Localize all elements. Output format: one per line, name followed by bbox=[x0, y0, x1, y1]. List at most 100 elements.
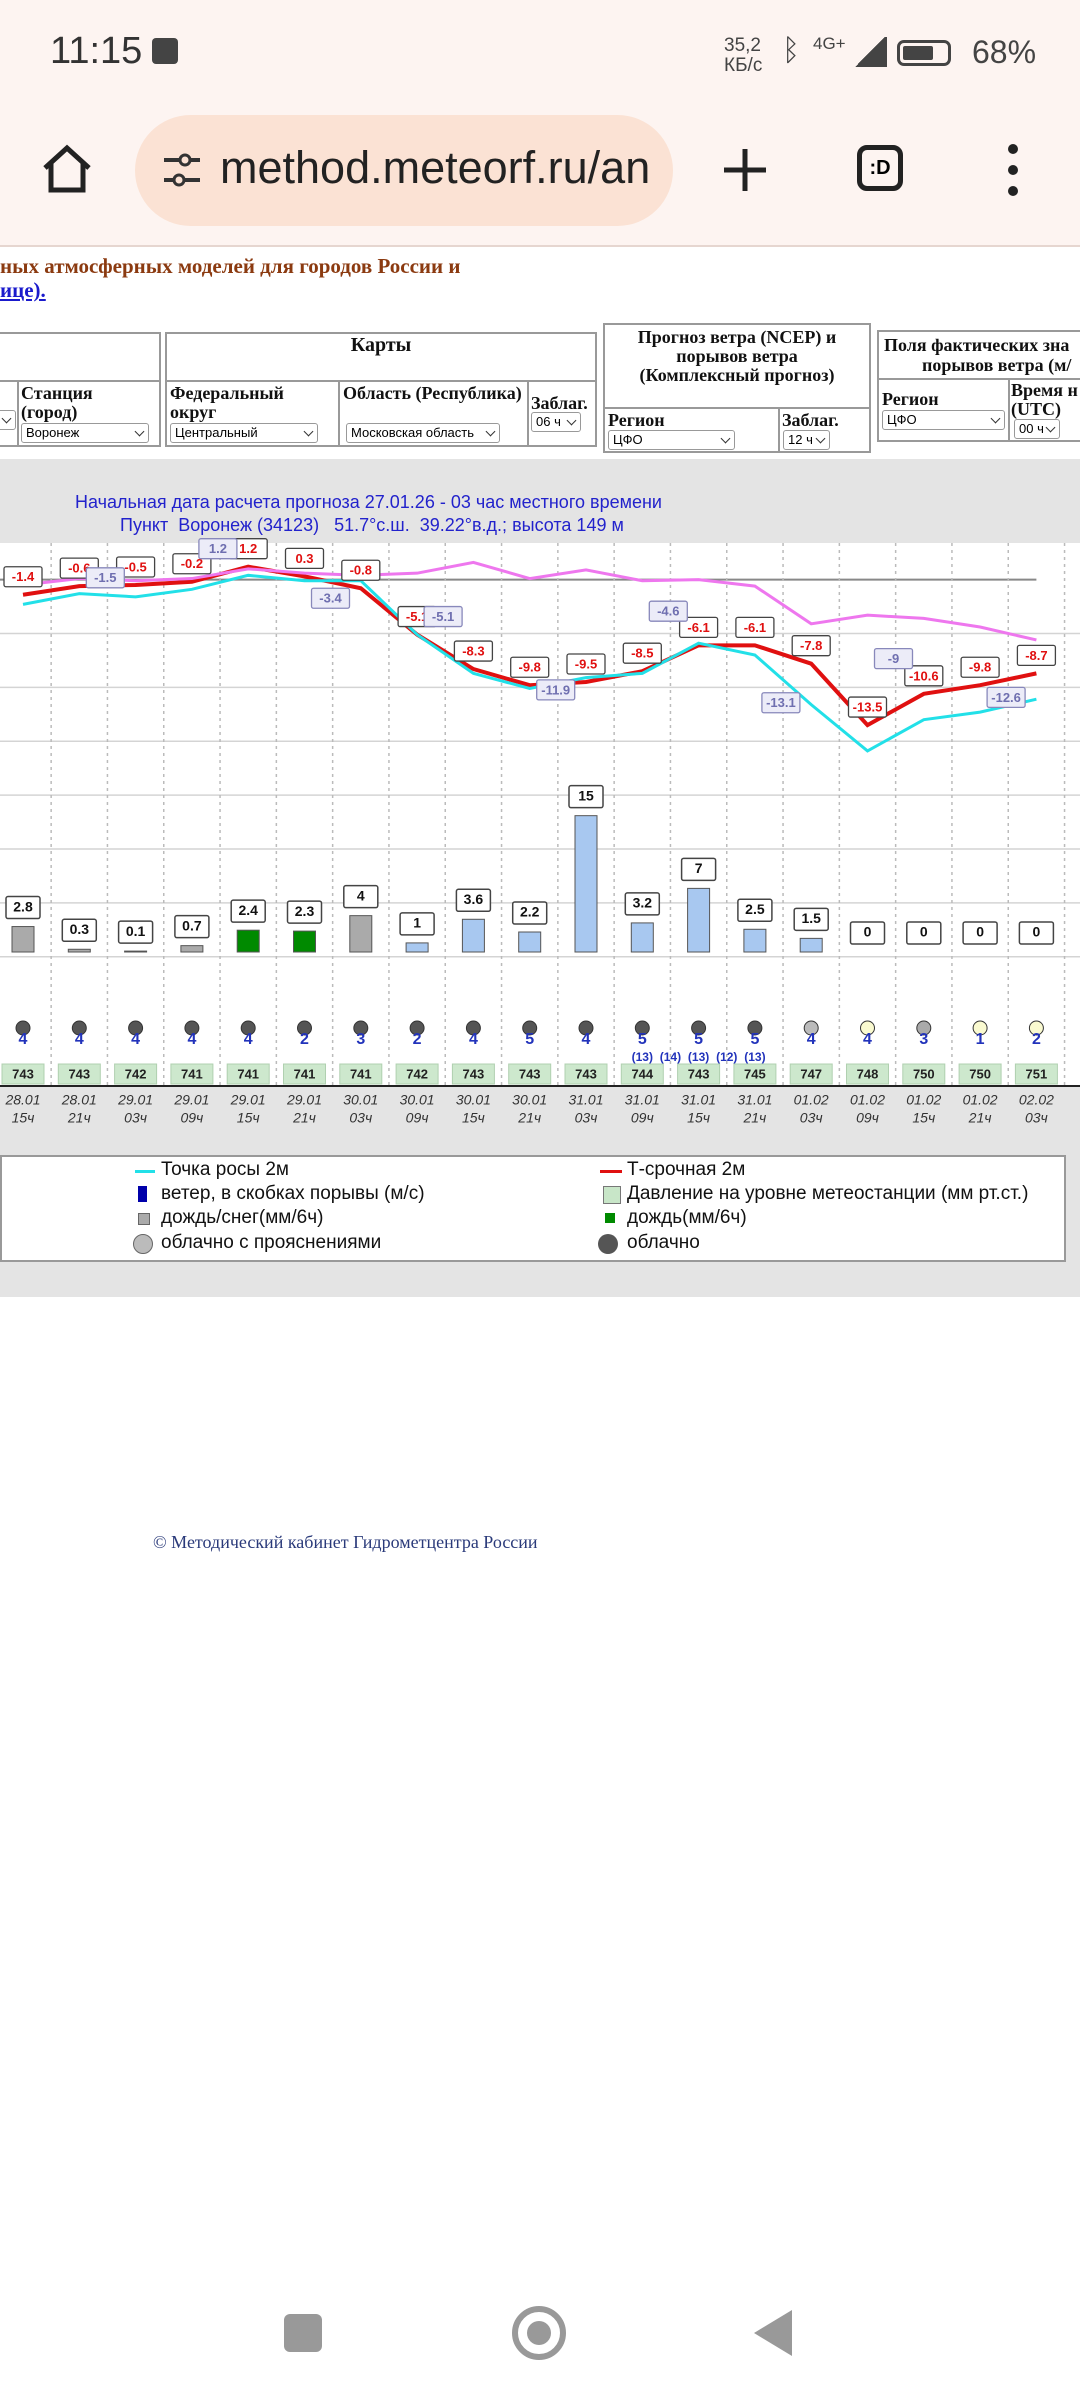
wind-speed: 2 bbox=[300, 1031, 309, 1048]
cloud-marker bbox=[409, 1020, 425, 1036]
menu-button[interactable] bbox=[1003, 143, 1023, 197]
gust-label: (13) bbox=[744, 1050, 765, 1064]
divider bbox=[0, 380, 161, 382]
home-button[interactable] bbox=[40, 142, 94, 196]
date-label: 29.01 bbox=[173, 1092, 209, 1108]
pressure-box bbox=[789, 1063, 833, 1085]
tabs-button[interactable]: :D bbox=[857, 145, 903, 191]
battery-icon bbox=[897, 40, 951, 66]
select[interactable]: Московская область bbox=[346, 423, 500, 443]
precip-label: 0.7 bbox=[182, 917, 202, 933]
label: Заблаг. bbox=[531, 393, 588, 413]
date-label: 02.02 bbox=[1019, 1092, 1054, 1108]
info-start: Начальная дата расчета прогноза 27.01.26… bbox=[75, 492, 662, 512]
pressure-box bbox=[283, 1063, 326, 1085]
value-label: -5.1 bbox=[432, 609, 454, 624]
header-link[interactable]: ице). bbox=[0, 278, 46, 302]
label: Регион bbox=[608, 410, 665, 430]
back-button[interactable] bbox=[754, 2310, 794, 2356]
value-label-box bbox=[510, 656, 550, 678]
wind-speed: 4 bbox=[469, 1031, 478, 1048]
fact-title: Поля фактических зна bbox=[884, 335, 1070, 355]
value-label: -8.7 bbox=[1025, 648, 1047, 663]
wind-speed: 4 bbox=[19, 1031, 28, 1048]
series-line bbox=[22, 560, 1037, 642]
footer: © Методический кабинет Гидрометцентра Ро… bbox=[153, 1532, 538, 1552]
value-label-box bbox=[85, 567, 125, 589]
cloud-marker bbox=[634, 1020, 650, 1036]
cloud-marker bbox=[15, 1020, 31, 1036]
precip-bar bbox=[11, 926, 35, 953]
divider bbox=[527, 380, 529, 447]
recents-button[interactable] bbox=[284, 2314, 322, 2352]
hour-label: 21ч bbox=[67, 1110, 91, 1126]
cloud-marker bbox=[522, 1020, 538, 1036]
pressure-box bbox=[958, 1063, 1002, 1085]
select[interactable]: 00 ч bbox=[1014, 419, 1060, 439]
divider bbox=[877, 378, 1080, 380]
wind-speed: 4 bbox=[75, 1031, 84, 1048]
date-label: 01.02 bbox=[850, 1092, 885, 1108]
bluetooth-icon: ᛒ bbox=[782, 34, 800, 67]
pressure-label: 747 bbox=[800, 1066, 822, 1081]
pressure-label: 742 bbox=[125, 1066, 147, 1081]
pressure-label: 750 bbox=[969, 1066, 991, 1081]
precip-label-box bbox=[455, 888, 492, 913]
hour-label: 03ч bbox=[124, 1110, 147, 1126]
select[interactable]: Воронеж bbox=[21, 423, 149, 443]
pressure-box bbox=[902, 1063, 946, 1085]
date-label: 29.01 bbox=[286, 1092, 322, 1108]
value-label-box bbox=[678, 616, 719, 639]
value-label: -7.8 bbox=[800, 638, 822, 653]
site-settings[interactable] bbox=[162, 152, 202, 188]
pressure-box bbox=[846, 1063, 889, 1085]
select[interactable]: Центральный bbox=[170, 423, 318, 443]
url-bar[interactable] bbox=[135, 115, 673, 226]
gust-label: (13) bbox=[632, 1050, 653, 1064]
cut-select[interactable] bbox=[0, 410, 16, 430]
value-label: 1.2 bbox=[209, 541, 227, 556]
precip-label-box bbox=[962, 921, 998, 945]
wind-speed: 3 bbox=[919, 1031, 928, 1048]
pressure-label: 750 bbox=[913, 1066, 935, 1081]
url[interactable]: method.meteorf.ru/an bbox=[220, 142, 651, 193]
new-tab[interactable] bbox=[720, 145, 770, 195]
legend-swatch bbox=[138, 1213, 150, 1225]
select[interactable]: ЦФО bbox=[608, 430, 735, 450]
value-label-box bbox=[960, 656, 1000, 678]
pressure-box bbox=[620, 1063, 664, 1085]
pressure-label: 743 bbox=[519, 1066, 541, 1081]
select[interactable]: 12 ч bbox=[783, 430, 830, 450]
hour-label: 15ч bbox=[237, 1110, 260, 1126]
precip-label-box bbox=[793, 907, 829, 932]
legend-entry: Т-срочная 2м bbox=[627, 1159, 746, 1180]
label: Федеральный округ bbox=[170, 383, 284, 422]
precip-bar bbox=[743, 928, 767, 953]
select[interactable]: ЦФО bbox=[882, 410, 1005, 430]
home-nav[interactable] bbox=[512, 2306, 566, 2360]
pressure-box bbox=[564, 1063, 608, 1085]
date-label: 28.01 bbox=[61, 1092, 97, 1108]
date-label: 30.01 bbox=[456, 1092, 491, 1108]
gust-label: (12) bbox=[716, 1050, 737, 1064]
precip-label: 0 bbox=[976, 924, 984, 940]
value-label-box bbox=[622, 642, 662, 664]
pressure-label: 748 bbox=[857, 1066, 879, 1081]
value-label-box bbox=[115, 556, 156, 578]
hour-label: 03ч bbox=[1025, 1110, 1048, 1126]
legend-entry: облачно с прояснениями bbox=[161, 1232, 382, 1253]
value-label-box bbox=[1016, 644, 1057, 667]
select[interactable]: 06 ч bbox=[531, 412, 581, 432]
pressure-label: 742 bbox=[406, 1066, 428, 1081]
pressure-label: 743 bbox=[575, 1066, 597, 1081]
cloud-marker bbox=[71, 1020, 87, 1036]
wind-speed: 2 bbox=[413, 1031, 422, 1048]
wind-speed: 4 bbox=[131, 1031, 140, 1048]
cloud-marker bbox=[691, 1020, 707, 1036]
label: Область (Республика) bbox=[343, 383, 522, 403]
precip-label-box bbox=[286, 900, 323, 924]
precip-label: 7 bbox=[695, 860, 703, 876]
legend-swatch bbox=[133, 1234, 153, 1254]
value-label-box bbox=[791, 635, 831, 657]
